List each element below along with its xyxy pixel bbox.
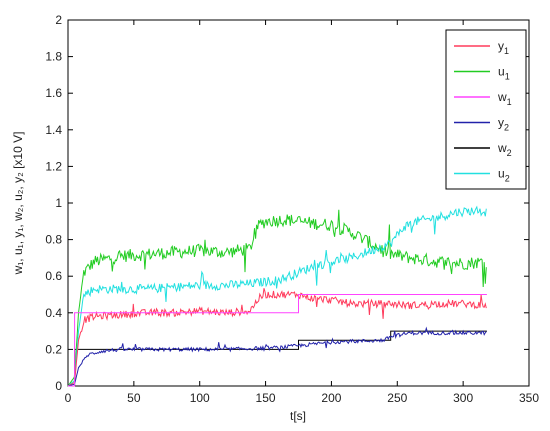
x-tick-label: 300 xyxy=(453,391,473,405)
series-line-u1 xyxy=(67,209,487,387)
y-tick-label: 0.8 xyxy=(45,233,62,247)
legend-label-y2: y2 xyxy=(498,116,509,133)
legend-label-base: u xyxy=(498,65,505,79)
legend-label-subscript: 1 xyxy=(505,72,510,82)
y-tick-label: 1.6 xyxy=(45,86,62,100)
y-tick-label: 1.2 xyxy=(45,159,62,173)
legend-label-base: w xyxy=(497,141,507,155)
legend-box xyxy=(445,29,527,190)
legend-label-u2: u2 xyxy=(498,167,510,184)
y-tick-label: 1.4 xyxy=(45,123,62,137)
axis-ticks: 0 50 100 150 200 250 300 350 0 0.2 0.4 0.6 0.8 1 1.2 1.… xyxy=(45,13,539,405)
x-tick-label: 0 xyxy=(65,391,72,405)
x-tick-label: 250 xyxy=(387,391,407,405)
legend-label-base: w xyxy=(497,90,507,104)
legend-label-w1: w1 xyxy=(497,90,512,107)
x-tick-label: 50 xyxy=(127,391,141,405)
x-tick-label: 150 xyxy=(256,391,276,405)
legend-label-subscript: 2 xyxy=(504,123,509,133)
y-tick-label: 0 xyxy=(55,379,62,393)
x-tick-label: 200 xyxy=(321,391,341,405)
legend-label-subscript: 1 xyxy=(507,97,512,107)
x-tick-label: 100 xyxy=(190,391,210,405)
legend-label-y1: y1 xyxy=(498,39,509,56)
y-tick-label: 1.8 xyxy=(45,50,62,64)
legend-label-base: y xyxy=(498,39,504,53)
legend-label-w2: w2 xyxy=(497,141,512,158)
series-line-y1 xyxy=(67,288,487,387)
series-line-w1 xyxy=(68,294,487,387)
legend-label-subscript: 1 xyxy=(504,46,509,56)
y-tick-label: 2 xyxy=(55,13,62,27)
series-line-u2 xyxy=(67,205,487,387)
legend-label-subscript: 2 xyxy=(507,148,512,158)
series-line-y2 xyxy=(67,326,487,387)
series-lines xyxy=(67,205,487,387)
legend-label-base: y xyxy=(498,116,504,130)
legend-label-subscript: 2 xyxy=(505,174,510,184)
y-tick-label: 0.4 xyxy=(45,306,62,320)
legend-label-u1: u1 xyxy=(498,65,510,82)
legend-label-base: u xyxy=(498,167,505,181)
y-axis-label: w₁, u₁, y₁, w₂, u₂, y₂ [x10 V] xyxy=(11,132,25,276)
x-tick-label: 350 xyxy=(519,391,539,405)
y-tick-label: 0.2 xyxy=(45,342,62,356)
y-tick-label: 1 xyxy=(55,196,62,210)
x-axis-label: t[s] xyxy=(290,409,306,423)
y-tick-label: 0.6 xyxy=(45,269,62,283)
